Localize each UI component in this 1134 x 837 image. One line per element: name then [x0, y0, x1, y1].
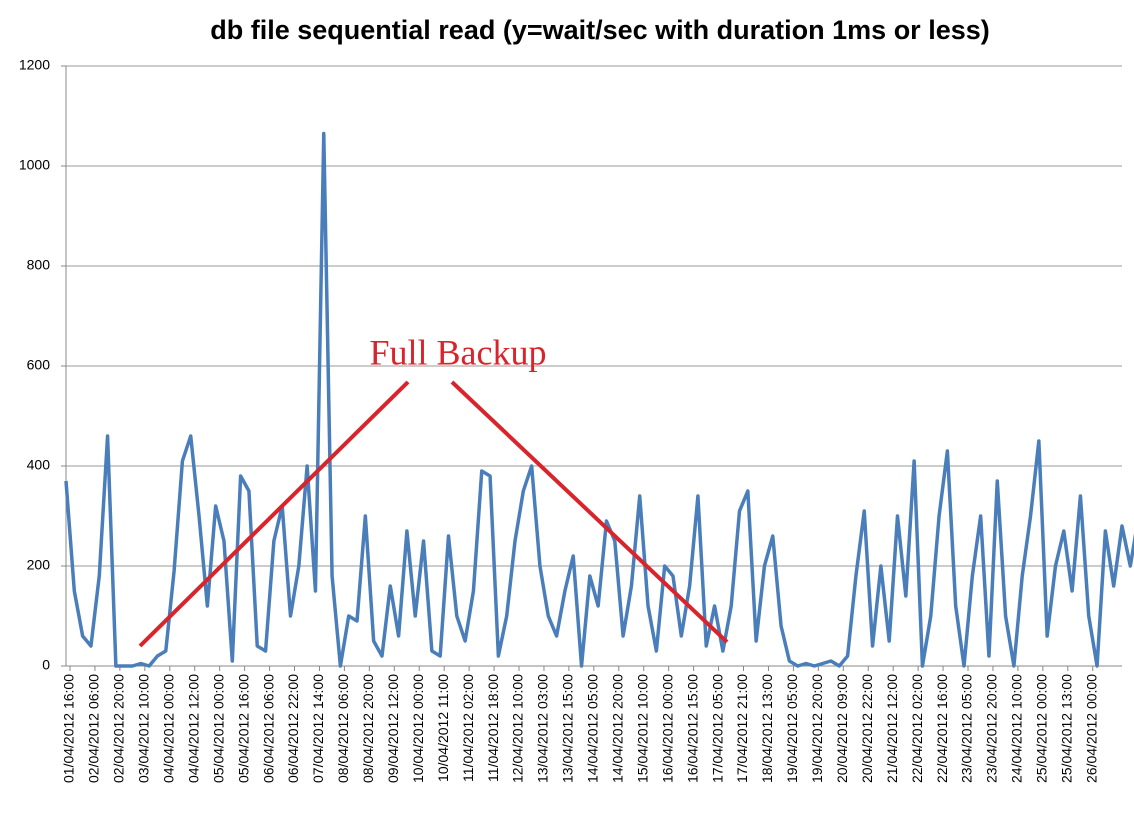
y-tick-label: 600 — [27, 357, 51, 373]
y-tick-label: 0 — [42, 657, 50, 673]
chart-title: db file sequential read (y=wait/sec with… — [210, 15, 989, 45]
y-tick-label: 200 — [27, 557, 51, 573]
y-tick-label: 800 — [27, 257, 51, 273]
x-tick-label: 20/04/2012 22:00 — [859, 674, 875, 783]
y-tick-label: 400 — [27, 457, 51, 473]
x-tick-label: 11/04/2012 18:00 — [485, 674, 501, 782]
x-tick-label: 19/04/2012 05:00 — [784, 674, 800, 783]
x-tick-label: 04/04/2012 00:00 — [160, 674, 176, 783]
x-tick-label: 18/04/2012 13:00 — [759, 674, 775, 783]
x-tick-label: 16/04/2012 00:00 — [659, 674, 675, 783]
x-tick-label: 17/04/2012 05:00 — [709, 674, 725, 783]
x-tick-label: 10/04/2012 11:00 — [435, 674, 451, 782]
x-tick-label: 08/04/2012 20:00 — [360, 674, 376, 783]
x-tick-label: 01/04/2012 16:00 — [61, 674, 77, 783]
x-tick-label: 23/04/2012 05:00 — [959, 674, 975, 783]
x-tick-label: 22/04/2012 16:00 — [934, 674, 950, 783]
x-tick-label: 20/04/2012 09:00 — [834, 674, 850, 783]
annotation: Full Backup — [370, 332, 547, 372]
x-tick-label: 04/04/2012 12:00 — [185, 674, 201, 783]
x-tick-label: 02/04/2012 06:00 — [86, 674, 102, 783]
x-tick-label: 19/04/2012 20:00 — [809, 674, 825, 783]
annotation-arrow — [138, 380, 410, 648]
x-tick-label: 06/04/2012 06:00 — [260, 674, 276, 783]
x-tick-label: 11/04/2012 02:00 — [460, 674, 476, 782]
x-tick-label: 13/04/2012 15:00 — [560, 674, 576, 783]
x-tick-label: 23/04/2012 20:00 — [984, 674, 1000, 783]
x-tick-label: 14/04/2012 20:00 — [609, 674, 625, 783]
x-tick-label: 03/04/2012 10:00 — [136, 674, 152, 783]
x-tick-label: 21/04/2012 12:00 — [884, 674, 900, 783]
line-series — [64, 131, 1134, 668]
x-tick-label: 06/04/2012 22:00 — [285, 674, 301, 783]
x-tick-label: 26/04/2012 00:00 — [1083, 674, 1099, 783]
x-tick-label: 25/04/2012 00:00 — [1034, 674, 1050, 783]
x-tick-label: 09/04/2012 12:00 — [385, 674, 401, 783]
x-tick-label: 05/04/2012 16:00 — [235, 674, 251, 783]
x-tick-label: 05/04/2012 00:00 — [210, 674, 226, 783]
x-tick-label: 25/04/2012 13:00 — [1058, 674, 1074, 783]
x-tick-label: 15/04/2012 10:00 — [634, 674, 650, 783]
x-tick-label: 07/04/2012 14:00 — [310, 674, 326, 783]
annotation-arrow — [450, 380, 729, 644]
y-tick-label: 1200 — [19, 57, 50, 73]
x-tick-label: 13/04/2012 03:00 — [535, 674, 551, 783]
x-tick-label: 24/04/2012 10:00 — [1009, 674, 1025, 783]
x-tick-label: 10/04/2012 00:00 — [410, 674, 426, 783]
x-tick-label: 02/04/2012 20:00 — [111, 674, 127, 783]
x-tick-label: 08/04/2012 06:00 — [335, 674, 351, 783]
x-tick-label: 14/04/2012 05:00 — [585, 674, 601, 783]
x-tick-label: 16/04/2012 15:00 — [684, 674, 700, 783]
x-tick-label: 17/04/2012 21:00 — [734, 674, 750, 783]
x-tick-label: 22/04/2012 02:00 — [909, 674, 925, 783]
x-tick-label: 12/04/2012 10:00 — [510, 674, 526, 783]
y-tick-label: 1000 — [19, 157, 50, 173]
